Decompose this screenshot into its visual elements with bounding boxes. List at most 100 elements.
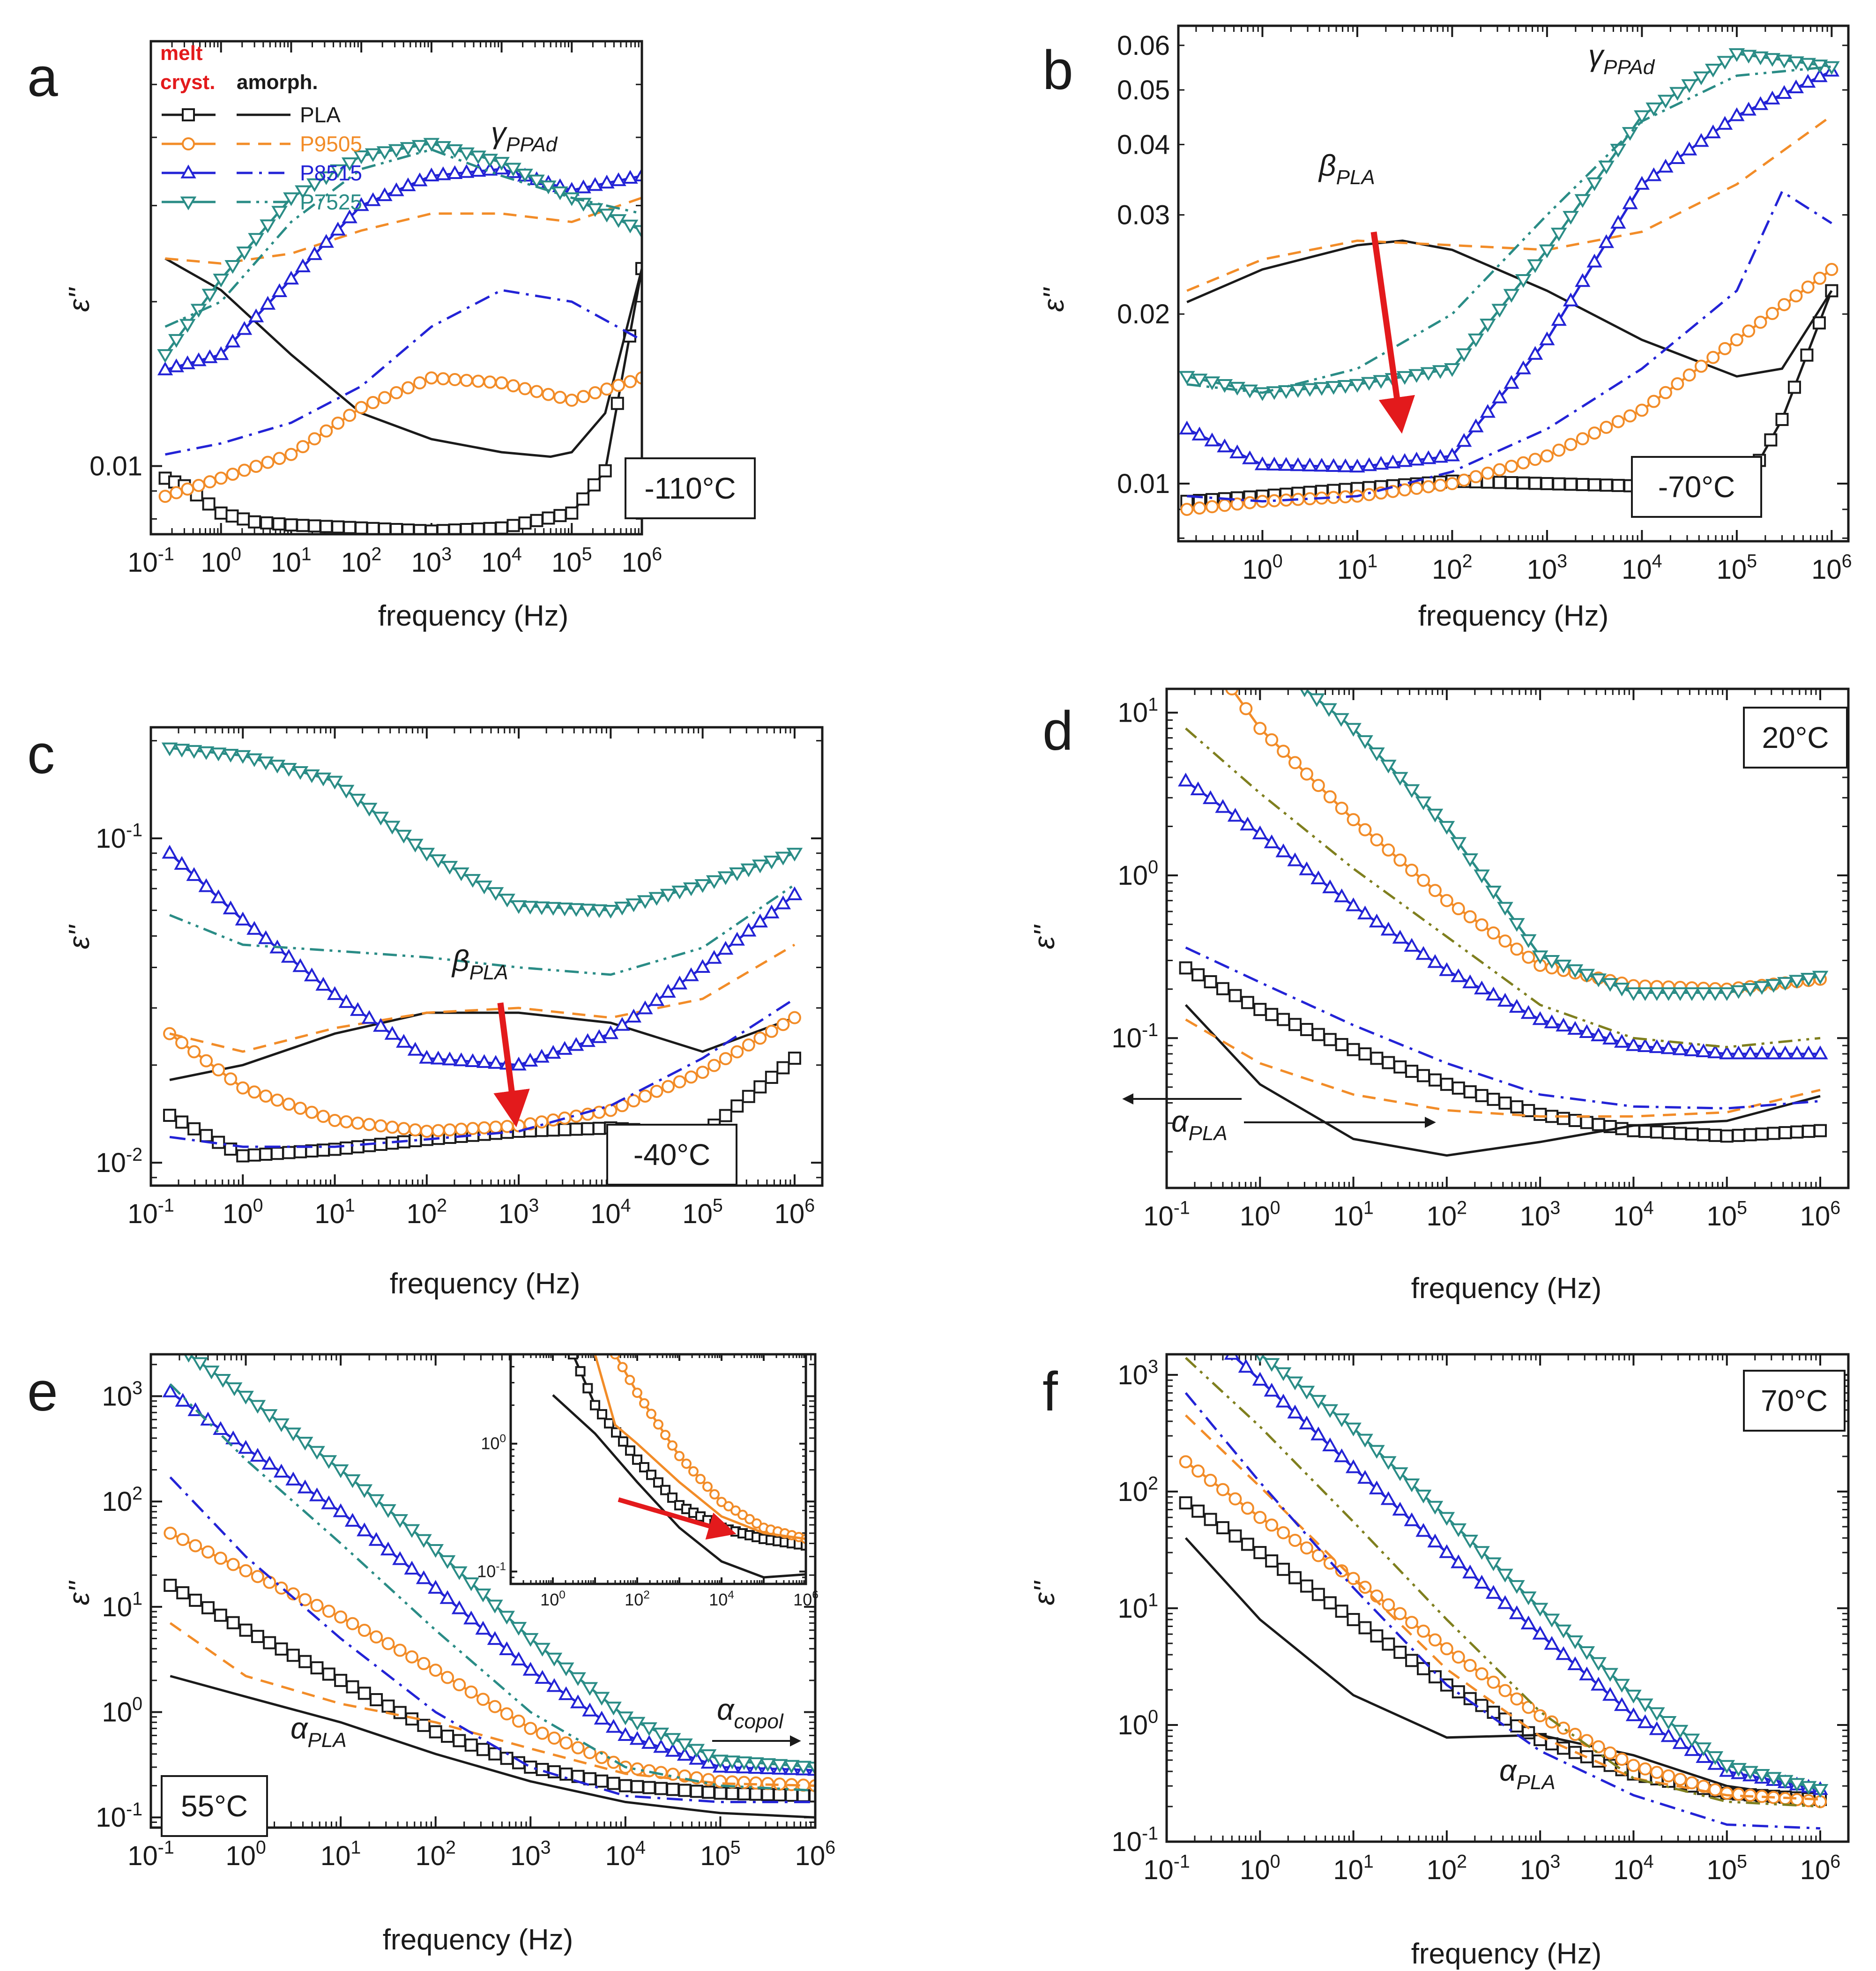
data-point — [476, 1743, 490, 1756]
data-point — [522, 1662, 538, 1676]
data-point — [1253, 1003, 1267, 1016]
data-point — [1825, 263, 1839, 276]
x-tick-label: 10-1 — [127, 1837, 174, 1871]
data-point — [1510, 942, 1524, 956]
series-p9505-cryst- — [163, 1011, 801, 1138]
data-point — [529, 174, 545, 188]
data-point — [634, 167, 642, 181]
data-point — [1708, 1783, 1722, 1797]
y-tick-labels: 10-1 100 101 — [1111, 694, 1158, 1053]
data-point — [1790, 1793, 1804, 1807]
data-point — [1719, 987, 1735, 1001]
data-point — [187, 1122, 201, 1135]
data-point — [667, 1440, 677, 1451]
data-point — [1742, 1766, 1758, 1780]
data-point — [1802, 1125, 1816, 1138]
data-point — [737, 1787, 751, 1800]
arrow-beta-pla-b — [1370, 231, 1415, 434]
x-tick-labels: 100 101 102 103 104 105 106 — [1242, 551, 1852, 585]
data-point — [1730, 1763, 1747, 1777]
panel-letter: e — [27, 1361, 58, 1423]
data-point — [725, 1787, 739, 1800]
data-point — [1492, 389, 1508, 403]
data-point — [1528, 453, 1542, 466]
series-line — [594, 1354, 806, 1540]
data-point — [224, 260, 241, 274]
data-point — [629, 1731, 645, 1745]
data-point — [1408, 451, 1425, 466]
data-point — [1396, 371, 1413, 385]
x-tick-label: 103 — [1520, 1198, 1560, 1232]
data-point — [556, 903, 573, 917]
data-point — [1586, 254, 1602, 268]
data-point — [376, 146, 393, 160]
x-tick-labels: 100 102 104 106 — [540, 1589, 819, 1609]
data-point — [510, 1622, 527, 1636]
data-point — [1463, 1659, 1477, 1672]
data-point — [315, 772, 332, 787]
data-point — [432, 1124, 445, 1137]
data-point — [570, 1694, 586, 1709]
data-point — [393, 1706, 407, 1719]
x-tick-labels: 10-1 100 101 102 103 104 105 106 — [127, 1195, 815, 1229]
data-point — [237, 512, 250, 526]
data-point — [546, 1678, 562, 1692]
temperature-box: -40°C — [606, 1124, 737, 1186]
data-point — [1649, 1721, 1665, 1735]
x-tick-labels: 10-1 100 101 102 103 104 105 106 — [1143, 1198, 1840, 1232]
data-point — [1427, 954, 1443, 968]
data-point — [1299, 1415, 1315, 1430]
data-point — [1480, 319, 1496, 333]
y-tick-labels: 10-2 10-1 — [96, 820, 142, 1179]
data-point — [222, 749, 239, 763]
data-point — [333, 1503, 349, 1517]
data-point — [1323, 1033, 1337, 1046]
data-point — [622, 219, 639, 234]
data-point — [618, 1436, 628, 1447]
data-point — [322, 1605, 335, 1618]
data-point — [1485, 1585, 1502, 1599]
data-point — [1225, 689, 1239, 695]
x-tick-label: 100 — [1240, 1198, 1280, 1232]
data-point — [1497, 993, 1513, 1007]
data-point — [1598, 160, 1615, 175]
data-point — [471, 522, 485, 534]
data-point — [1567, 1021, 1583, 1035]
data-point — [1801, 280, 1815, 294]
data-point — [1393, 1607, 1407, 1620]
data-point — [1216, 1483, 1229, 1496]
series-line — [552, 1394, 806, 1579]
data-point — [441, 1671, 454, 1684]
data-point — [1432, 365, 1449, 379]
data-point — [788, 1011, 801, 1024]
data-point — [378, 391, 392, 404]
series-pla-cryst- — [1179, 961, 1827, 1143]
data-point — [1498, 1096, 1512, 1110]
data-point — [1288, 756, 1302, 769]
data-point — [214, 506, 228, 520]
data-point — [1681, 142, 1697, 156]
data-point — [259, 1089, 273, 1103]
temperature-box-border — [1743, 1370, 1846, 1432]
y-axis-title: ε'' — [1028, 1580, 1061, 1605]
data-point — [1290, 457, 1306, 471]
data-point — [1369, 747, 1385, 762]
data-point — [365, 148, 381, 162]
annotation-beta-pla-b: βPLA — [1318, 149, 1375, 189]
data-point — [331, 520, 345, 534]
temperature-label: 70°C — [1761, 1384, 1828, 1418]
series-p9505-cryst- — [1179, 1455, 1827, 1808]
data-point — [1610, 215, 1626, 229]
data-point — [785, 1788, 798, 1802]
data-point — [1532, 1011, 1548, 1025]
data-point — [1300, 1023, 1313, 1036]
data-point — [282, 1146, 296, 1159]
data-point — [1498, 1684, 1512, 1697]
data-point — [338, 784, 355, 799]
legend-header-melt: melt — [160, 42, 203, 65]
data-point — [599, 174, 615, 189]
data-point — [320, 1455, 337, 1469]
data-point — [1369, 1445, 1385, 1459]
data-point — [500, 1120, 514, 1133]
x-tick-label: 100 — [1240, 1852, 1280, 1885]
